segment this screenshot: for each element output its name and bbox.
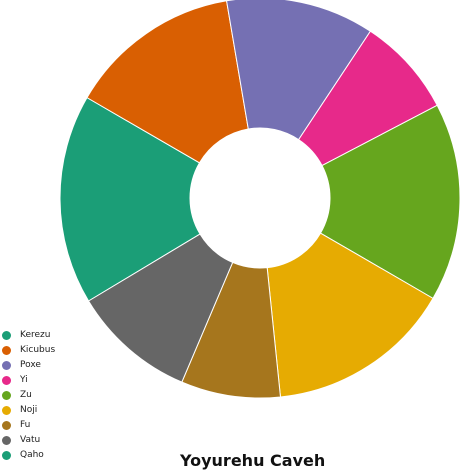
legend-label: Kerezu	[20, 330, 51, 340]
legend-label: Yi	[20, 375, 28, 385]
legend-swatch	[2, 376, 11, 385]
legend-label: Fu	[20, 420, 31, 430]
legend-item-kerezu: Kerezu	[2, 328, 55, 343]
slice-zu	[319, 104, 460, 300]
legend-swatch	[2, 331, 11, 340]
slice-kerezu	[59, 96, 201, 302]
chart-title: Yoyurehu Caveh	[180, 451, 326, 470]
legend-item-noji: Noji	[2, 403, 55, 418]
legend-swatch	[2, 346, 11, 355]
donut-slices	[59, 0, 460, 399]
slice-vatu	[87, 233, 234, 383]
legend-item-yi: Yi	[2, 373, 55, 388]
legend-swatch	[2, 391, 11, 400]
legend-label: Zu	[20, 390, 32, 400]
legend-swatch	[2, 361, 11, 370]
legend-item-kicubus: Kicubus	[2, 343, 55, 358]
legend-label: Poxe	[20, 360, 41, 370]
legend-label: Vatu	[20, 435, 41, 445]
legend-item-fu: Fu	[2, 418, 55, 433]
legend-swatch	[2, 406, 11, 415]
slice-noji	[266, 232, 434, 398]
legend-label: Noji	[20, 405, 38, 415]
legend-swatch	[2, 421, 11, 430]
legend-item-zu: Zu	[2, 388, 55, 403]
legend-item-vatu: Vatu	[2, 433, 55, 448]
legend-swatch	[2, 451, 11, 460]
slice-poxe	[225, 0, 372, 141]
legend-swatch	[2, 436, 11, 445]
legend-item-qaho: Qaho	[2, 448, 55, 463]
legend-label: Qaho	[20, 450, 44, 460]
slice-kicubus	[86, 0, 249, 164]
legend-item-poxe: Poxe	[2, 358, 55, 373]
legend-label: Kicubus	[20, 345, 56, 355]
legend: Kerezu Kicubus Poxe Yi Zu Noji Fu Vatu Qaho	[2, 328, 55, 463]
